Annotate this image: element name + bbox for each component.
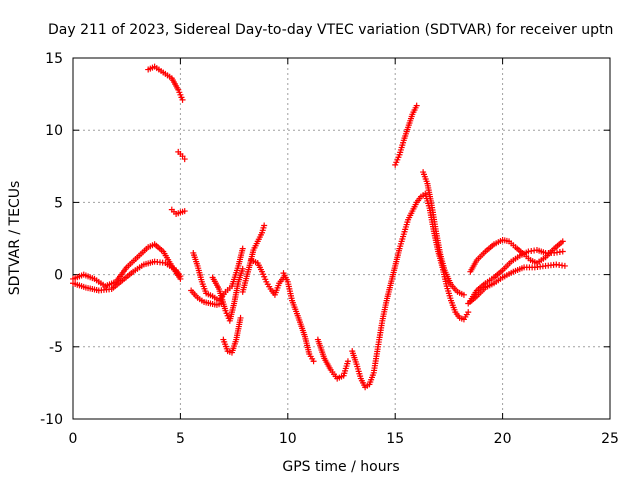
- y-tick-label: 10: [45, 123, 63, 139]
- series-s13: [314, 336, 351, 382]
- data-point: [559, 248, 566, 255]
- data-point: [239, 265, 246, 272]
- x-tick-label: 20: [494, 431, 512, 447]
- series-s16: [420, 169, 467, 298]
- y-tick-label: -10: [40, 412, 63, 428]
- data-point: [310, 358, 317, 365]
- data-points: [70, 63, 568, 391]
- data-point: [181, 156, 188, 163]
- series-s17: [467, 236, 566, 275]
- series-s5: [168, 206, 188, 217]
- series-s4: [175, 148, 188, 163]
- x-tick-label: 5: [176, 431, 185, 447]
- chart-title: Day 211 of 2023, Sidereal Day-to-day VTE…: [48, 22, 613, 38]
- series-s2: [70, 258, 184, 294]
- axis-ticks: 0 5 10 15 20 25 -10 -5 0 5 10 15: [40, 51, 619, 447]
- series-s19: [465, 261, 568, 307]
- series-s11: [248, 257, 287, 298]
- data-point: [413, 102, 420, 109]
- data-point: [465, 309, 472, 316]
- y-tick-label: 15: [45, 51, 63, 67]
- series-s12: [280, 270, 317, 365]
- series-s9: [220, 314, 244, 356]
- data-point: [561, 262, 568, 269]
- series-s10: [239, 222, 268, 295]
- series-s3: [145, 63, 186, 103]
- y-tick-label: 5: [54, 195, 63, 211]
- data-point: [177, 273, 184, 280]
- data-point: [344, 358, 351, 365]
- x-tick-label: 25: [601, 431, 619, 447]
- x-tick-label: 0: [69, 431, 78, 447]
- data-point: [559, 238, 566, 245]
- series-s18: [467, 247, 566, 304]
- data-point: [237, 314, 244, 321]
- series-s8: [209, 265, 246, 324]
- data-point: [239, 245, 246, 252]
- y-tick-label: -5: [49, 340, 63, 356]
- data-point: [179, 96, 186, 103]
- x-axis-label: GPS time / hours: [282, 459, 399, 475]
- data-point: [181, 208, 188, 215]
- plot-frame: [72, 57, 611, 420]
- data-point: [460, 291, 467, 298]
- x-tick-label: 15: [386, 431, 404, 447]
- grid: [73, 58, 610, 419]
- series-s6: [190, 245, 246, 304]
- y-tick-label: 0: [54, 268, 63, 284]
- series-s15: [392, 102, 420, 168]
- y-axis-label: SDTVAR / TECUs: [7, 181, 23, 296]
- series-s1: [70, 241, 184, 290]
- data-point: [261, 222, 268, 229]
- x-tick-label: 10: [279, 431, 297, 447]
